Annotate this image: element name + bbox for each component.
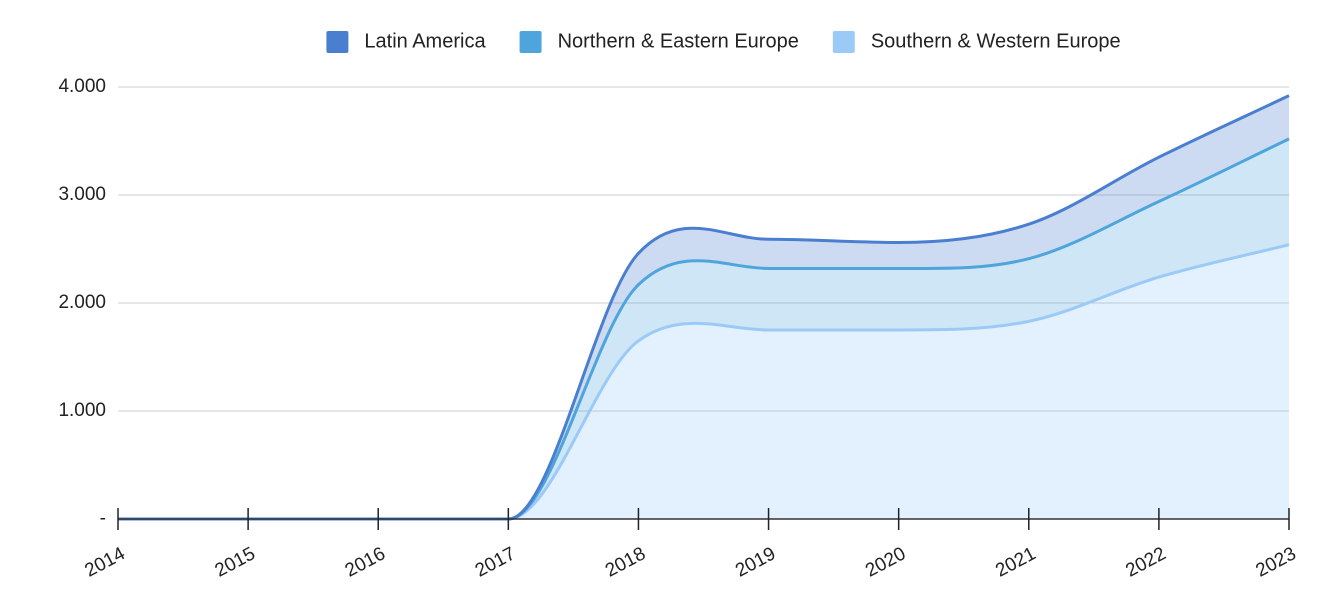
y-tick-label: 1.000 xyxy=(58,400,106,421)
legend-swatch xyxy=(519,31,542,53)
legend: Latin America Northern & Eastern Europe So… xyxy=(326,30,1121,53)
x-tick-label: 2015 xyxy=(212,543,259,581)
y-tick-label: 4.000 xyxy=(58,76,106,97)
x-tick-label: 2017 xyxy=(472,543,519,581)
x-tick-label: 2016 xyxy=(342,543,389,581)
x-tick-label: 2018 xyxy=(602,543,649,581)
area xyxy=(118,244,1289,519)
legend-label: Latin America xyxy=(364,30,486,52)
legend-swatch xyxy=(832,31,855,53)
x-tick-label: 2019 xyxy=(732,543,779,581)
y-tick-label: 2.000 xyxy=(58,292,106,313)
x-tick-label: 2021 xyxy=(992,543,1039,581)
y-tick-label: - xyxy=(100,508,106,529)
y-tick-label: 3.000 xyxy=(58,184,106,205)
x-tick-label: 2014 xyxy=(82,543,130,582)
x-tick-label: 2022 xyxy=(1122,543,1169,581)
legend-swatch xyxy=(326,31,349,53)
x-tick-label: 2020 xyxy=(862,543,909,581)
legend-label: Northern & Eastern Europe xyxy=(558,30,799,52)
legend-label: Southern & Western Europe xyxy=(871,30,1121,52)
x-tick-label: 2023 xyxy=(1253,543,1300,581)
